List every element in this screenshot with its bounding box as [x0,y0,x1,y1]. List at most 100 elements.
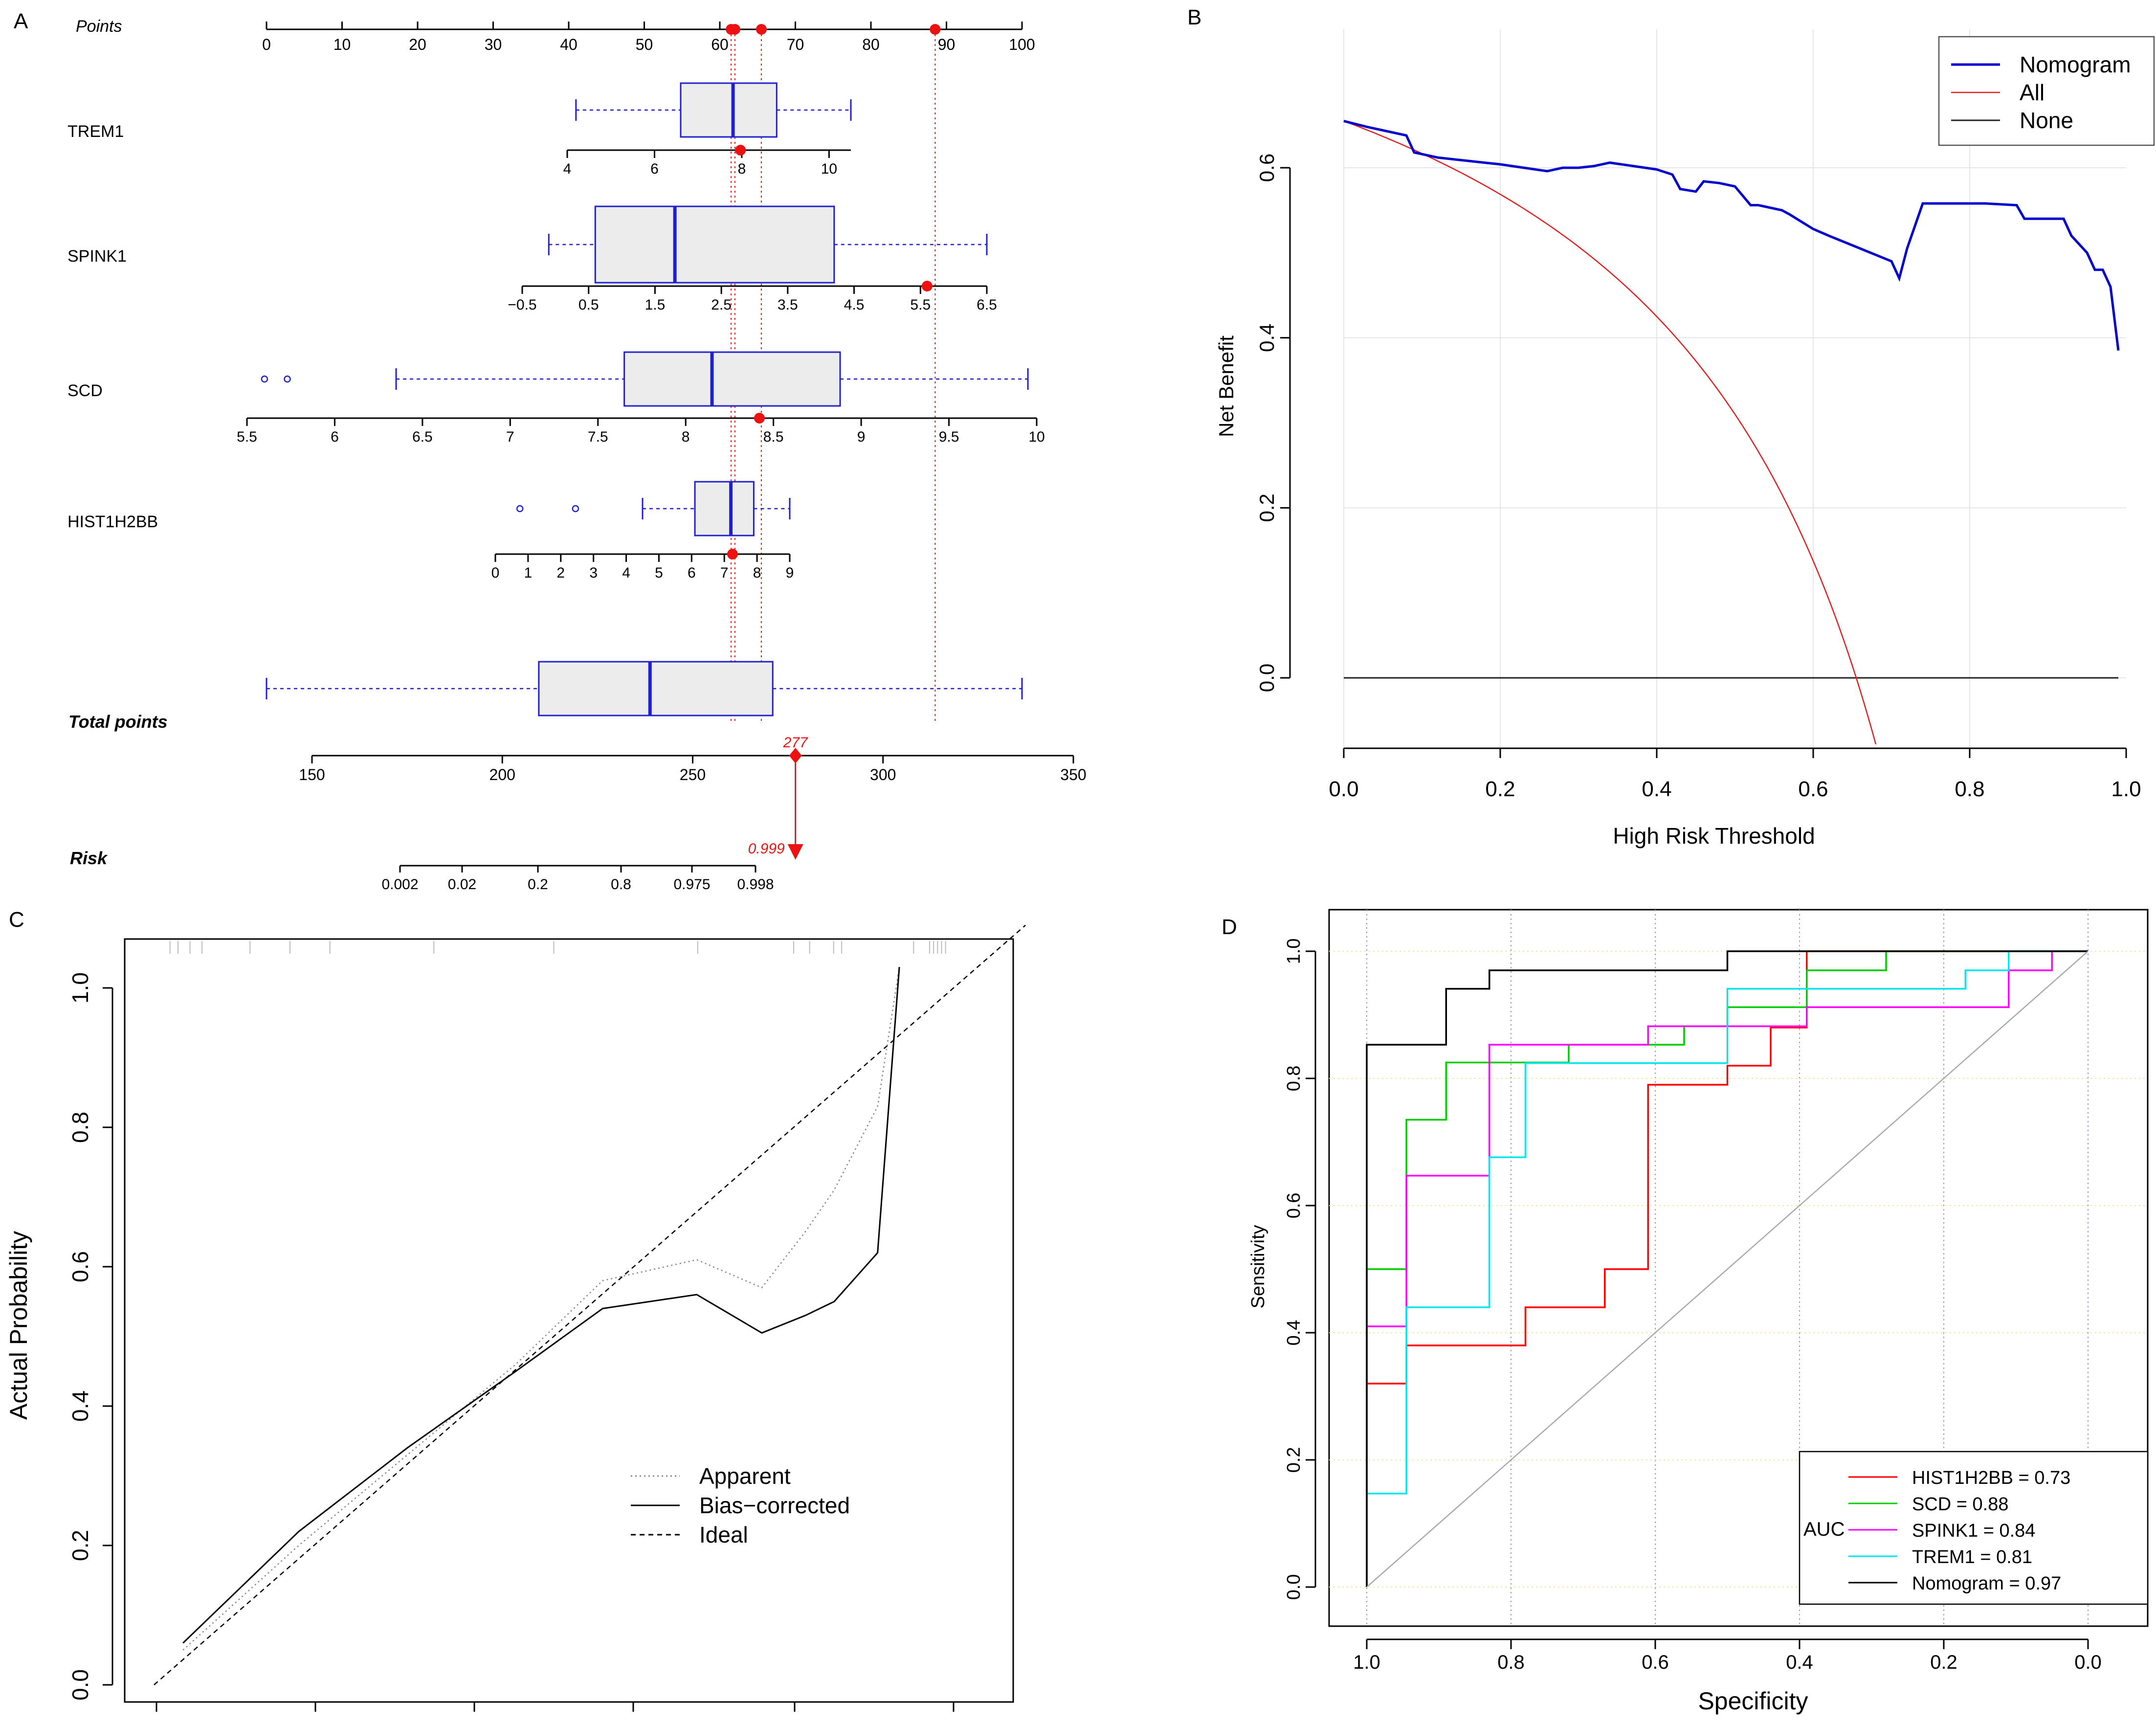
y-axis-tick-label: 0.8 [67,1112,93,1143]
plot-frame [124,938,1014,1703]
roc-curve-scd [1366,950,2088,1587]
variable-label-spink1: SPINK1 [67,247,127,266]
variable-label-scd: SCD [67,381,103,400]
risk-value-label: 0.999 [748,841,785,857]
points-axis-title: Points [76,17,122,36]
y-axis-tick-label: 0.4 [1284,1320,1304,1346]
risk-axis-tick-label: 0.975 [673,876,710,893]
points-axis-tick-label: 60 [711,36,729,53]
points-axis-tick-label: 10 [333,36,351,53]
risk-axis-tick-label: 0.2 [528,876,548,893]
y-axis-tick-label: 1.0 [67,972,93,1004]
legend-label: TREM1 = 0.81 [1912,1547,2032,1567]
calibration-curve-panel: 0.0 0.2 0.4 0.6 0.8 1.0 Actual Probability Appa… [5,924,1026,1712]
box-iqr [623,351,841,407]
x-axis-title: Specificity [1698,1687,1808,1715]
x-axis-tick-label: 0.8 [1497,1652,1525,1673]
total-value-label: 277 [783,735,808,751]
x-axis-tick-label: 0.2 [1930,1652,1957,1673]
total-axis-tick-label: 300 [870,766,896,783]
y-axis-tick-label: 0.2 [1284,1447,1304,1473]
x-axis-title: High Risk Threshold [1613,823,1815,849]
risk-axis-tick-label: 0.002 [381,876,418,893]
variable-axis-tick-label: 6 [688,565,696,581]
legend-label: Apparent [699,1463,791,1489]
legend-label: SPINK1 = 0.84 [1912,1521,2035,1541]
variable-axis-tick-label: 9.5 [939,429,959,445]
points-selected-dot [756,24,767,35]
y-axis-tick-label: 1.0 [1284,939,1304,964]
variable-axis-tick-label: 6 [650,161,659,177]
variable-selected-dot [754,413,765,424]
roc-curve-nomogram [1366,950,2088,1587]
plot-frame [1328,909,2149,1627]
variable-selected-dot [735,145,746,156]
y-axis-title: Net Benefit [1215,336,1238,437]
variable-axis-tick-label: 10 [1028,429,1045,445]
variable-axis-tick-label: 7 [506,429,514,445]
y-axis-tick-label: 0.6 [1255,154,1278,182]
variable-label-hist1h2bb: HIST1H2BB [67,513,158,531]
variable-axis-tick-label: 4 [622,565,630,581]
variable-axis-tick-label: 10 [821,161,837,177]
roc-curve-trem1 [1366,950,2088,1587]
points-axis-tick-label: 0 [262,36,271,53]
x-axis-tick-label: 0.8 [1955,777,1984,801]
series-apparent-line [182,967,900,1651]
x-axis-tick-label: 0.4 [1786,1652,1813,1673]
series-bias-corrected-line [182,967,900,1644]
variable-axis-tick-label: 6.5 [412,429,433,445]
variable-axis-tick-label: 7.5 [588,429,608,445]
points-axis-tick-label: 90 [938,36,956,53]
legend-label: Nomogram = 0.97 [1912,1573,2061,1594]
box-outlier [261,375,268,383]
total-axis-tick-label: 200 [489,766,515,783]
legend-label: Bias−corrected [699,1493,850,1518]
variable-selected-dot [727,549,738,559]
box-iqr [594,205,835,284]
x-axis-tick-label: 0.0 [1329,777,1358,801]
points-axis-tick-label: 70 [787,36,804,53]
risk-axis-tick-label: 0.8 [611,876,631,893]
roc-curve-panel: 0.0 0.2 0.4 0.6 0.8 1.0 Sensitivity 1.0 0.8 0.6 0.… [1248,909,2149,1715]
legend-label: SCD = 0.88 [1912,1494,2009,1515]
points-axis-tick-label: 80 [862,36,880,53]
box-iqr [680,82,778,138]
x-axis-tick-label: 0.2 [1485,777,1515,801]
x-axis-tick-label: 1.0 [1353,1652,1380,1673]
variable-axis-tick-label: 1.5 [645,297,666,313]
panel-label-b: B [1187,5,1201,29]
box-iqr [694,481,755,537]
points-axis-tick-label: 50 [636,36,653,53]
total-axis-tick-label: 150 [299,766,325,783]
variable-selected-dot [921,281,933,291]
box-outlier [572,505,579,513]
legend-label: Nomogram [2020,52,2131,77]
risk-title: Risk [70,848,108,868]
x-axis-tick-label: 1.0 [2111,777,2141,801]
y-axis-tick-label: 0.0 [1284,1574,1304,1600]
y-axis-tick-label: 0.2 [67,1530,93,1561]
variable-axis-tick-label: 6.5 [977,297,997,313]
variable-axis-tick-label: 7 [720,565,729,581]
variable-axis-tick-label: 3.5 [778,297,798,313]
variable-axis-tick-label: 5 [655,565,663,581]
panel-label-a: A [14,9,28,33]
points-selected-dot [729,24,740,35]
variable-axis-tick-label: −0.5 [508,297,536,313]
legend-label: All [2020,80,2045,105]
total-points-title: Total points [68,712,168,732]
risk-value-marker [787,844,803,860]
points-axis-tick-label: 30 [485,36,502,53]
variable-axis-tick-label: 6 [331,429,339,445]
y-axis-tick-label: 0.6 [1284,1193,1304,1219]
y-axis-tick-label: 0.4 [1255,323,1278,352]
box-outlier [516,505,524,513]
points-axis-tick-label: 20 [409,36,426,53]
legend-label: Ideal [699,1522,748,1547]
points-axis-tick-label: 100 [1009,36,1035,53]
variable-axis-tick-label: 2 [556,565,565,581]
x-axis-tick-label: 0.6 [1798,777,1828,801]
y-axis-tick-label: 0.0 [1255,664,1278,692]
